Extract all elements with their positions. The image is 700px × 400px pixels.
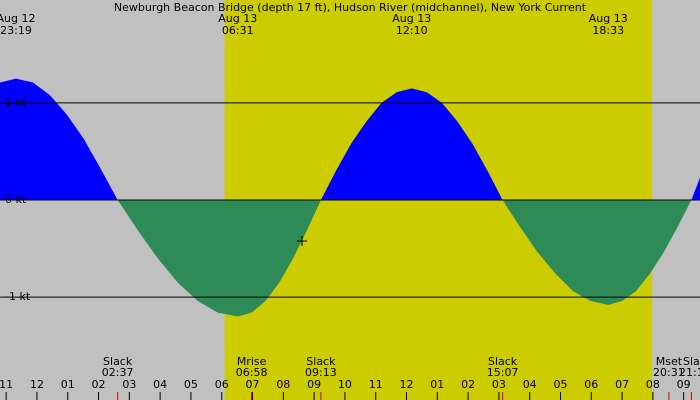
x-tick-label: 04: [153, 378, 167, 391]
event-name: Slack: [103, 355, 133, 368]
event-name: Slack: [306, 355, 336, 368]
grid: [0, 102, 700, 400]
x-tick-label: 04: [523, 378, 537, 391]
peak-time: 06:31: [222, 24, 254, 37]
peak-date: Aug 12: [0, 12, 36, 25]
event-name: Mrise: [237, 355, 267, 368]
x-tick-label: 12: [30, 378, 44, 391]
peak-date: Aug 13: [392, 12, 431, 25]
x-tick-label: 07: [615, 378, 629, 391]
event-name: Mset: [656, 355, 683, 368]
x-tick-label: 08: [646, 378, 660, 391]
x-tick-label: 05: [184, 378, 198, 391]
x-tick-label: 02: [461, 378, 475, 391]
x-tick-label: 08: [276, 378, 290, 391]
event-time: 09:13: [305, 366, 337, 379]
peak-date: Aug 13: [218, 12, 257, 25]
x-tick-label: 01: [430, 378, 444, 391]
event-time: 20:31: [653, 366, 685, 379]
x-tick-label: 12: [400, 378, 414, 391]
event-time: 21:1: [679, 366, 700, 379]
peak-time: 18:33: [592, 24, 624, 37]
peak-time: 23:19: [0, 24, 32, 37]
x-tick-label: 11: [369, 378, 383, 391]
x-tick-label: 10: [338, 378, 352, 391]
areas: [0, 78, 700, 317]
labels: 1 kt 0 kt -1 kt 11 12 01 02 03 04 05 06 07 08 09 10 11 1…: [0, 12, 700, 391]
y-tick-label: 1 kt: [5, 96, 27, 109]
ebb-area: [0, 200, 700, 317]
x-tick-label: 03: [122, 378, 136, 391]
peak-date: Aug 13: [589, 12, 628, 25]
event-name: Sla: [683, 355, 700, 368]
flood-area: [0, 78, 700, 200]
event-time: 02:37: [102, 366, 134, 379]
x-tick-label: 05: [553, 378, 567, 391]
x-tick-label: 06: [215, 378, 229, 391]
current-time-marker: [297, 236, 307, 246]
x-tick-label: 06: [584, 378, 598, 391]
x-tick-label: 07: [246, 378, 260, 391]
y-tick-label: 0 kt: [5, 193, 27, 206]
event-name: Slack: [488, 355, 518, 368]
x-tick-label: 09: [677, 378, 691, 391]
x-tick-label: 03: [492, 378, 506, 391]
event-time: 06:58: [236, 366, 268, 379]
event-time: 15:07: [487, 366, 519, 379]
chart-title: Newburgh Beacon Bridge (depth 17 ft), Hu…: [114, 1, 587, 14]
x-tick-label: 01: [61, 378, 75, 391]
peak-time: 12:10: [396, 24, 428, 37]
x-tick-label: 09: [307, 378, 321, 391]
x-tick-label: 11: [0, 378, 13, 391]
x-tick-label: 02: [92, 378, 106, 391]
y-tick-label: -1 kt: [5, 290, 31, 303]
